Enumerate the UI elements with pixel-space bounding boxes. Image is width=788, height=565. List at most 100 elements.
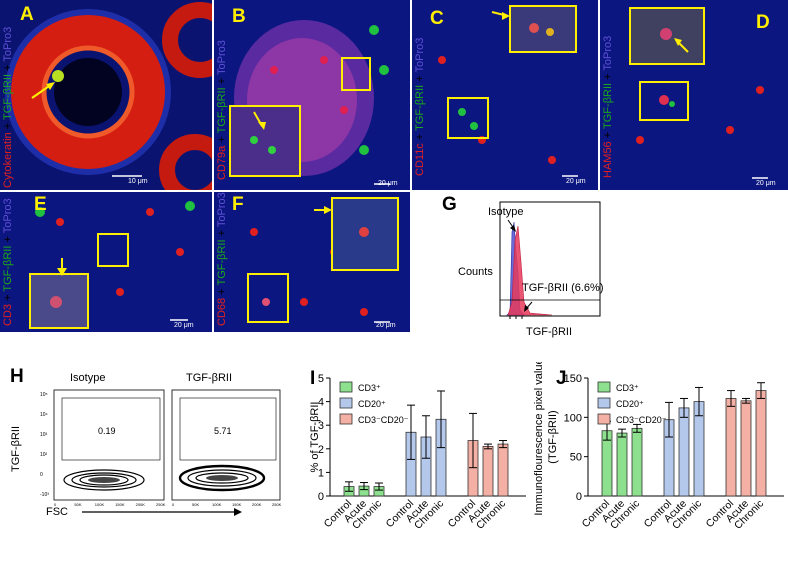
legend-label: CD3⁻CD20⁻ — [358, 415, 409, 425]
panel-h-ytick: 10² — [40, 452, 48, 458]
panel-f-scale: 20 μm — [376, 322, 396, 329]
legend-swatch — [339, 397, 353, 409]
panel-h-plot1-title: Isotype — [70, 372, 106, 384]
panel-d-image — [600, 0, 788, 190]
panel-a-scale: 10 μm — [128, 178, 148, 185]
y-tick-label: 5 — [318, 373, 324, 385]
legend-label: CD20⁺ — [616, 399, 644, 409]
y-axis-label: Immunoflourescence pixel value (TGF-βRII) — [533, 362, 559, 516]
panel-e-scale: 20 μm — [174, 322, 194, 329]
panel-h-ytick: 10⁵ — [40, 392, 48, 398]
panel-h-plot2-value: 5.71 — [214, 426, 232, 436]
panel-h-xtick: 50K — [192, 502, 200, 507]
y-tick-label: 150 — [564, 373, 582, 385]
panel-h-xtick: 0 — [172, 502, 175, 507]
panel-f-markers: CD68 + TGF-βRII + ToPro3 — [216, 192, 228, 326]
panel-c-letter: C — [430, 8, 444, 29]
panel-e-micrograph: 20 μm E CD3 + TGF-βRII + ToPro3 — [0, 192, 212, 332]
panel-c-image — [412, 0, 598, 190]
y-tick-label: 1 — [318, 467, 324, 479]
panel-c-micrograph: 20 μm C CD11c + TGF-βRII + ToPro3 — [412, 0, 598, 190]
panel-f-letter: F — [232, 194, 244, 215]
panel-e-letter: E — [34, 194, 47, 215]
legend-label: CD20⁺ — [358, 399, 386, 409]
y-tick-label: 2 — [318, 444, 324, 456]
panel-h-letter: H — [10, 366, 24, 387]
panel-a-micrograph: 10 μm A Cytokeratin + TGF-βRII + ToPro3 — [0, 0, 212, 190]
panel-a-letter: A — [20, 4, 34, 25]
legend-label: CD3⁺ — [616, 383, 639, 393]
panel-b-markers: CD79a + TGF-βRII + ToPro3 — [216, 40, 228, 180]
panel-g-ylabel: Counts — [458, 266, 493, 278]
panel-e-image — [0, 192, 212, 332]
panel-f-micrograph: 20 μm F CD68 + TGF-βRII + ToPro3 — [214, 192, 410, 332]
contour-tgf — [178, 464, 266, 492]
bar — [755, 390, 767, 497]
panel-f-image — [214, 192, 410, 332]
panel-a-image — [0, 0, 212, 190]
panel-h-ytick: 10⁴ — [40, 412, 48, 418]
chart-j: 0 50 100 150 Immunoflourescence pixel value(… — [533, 362, 784, 532]
panel-h-xtick: 250K — [272, 502, 282, 507]
panel-h-ytick: 10³ — [40, 432, 48, 438]
panel-j: J 0 50 100 150 Immunoflourescence pixel valu… — [530, 362, 788, 565]
panel-i-letter: I — [310, 368, 316, 389]
panel-d-letter: D — [756, 12, 770, 33]
y-tick-label: 100 — [564, 412, 582, 424]
panel-d-scale: 20 μm — [756, 180, 776, 187]
panel-g-isotype-label: Isotype — [488, 206, 524, 218]
y-tick-label: 0 — [576, 491, 582, 503]
legend-swatch — [597, 397, 611, 409]
panel-c-scale: 20 μm — [566, 178, 586, 185]
bar — [482, 446, 494, 497]
panel-g-gate-label: TGF-βRII (6.6%) — [522, 282, 604, 294]
legend-swatch — [597, 381, 611, 393]
y-tick-label: 0 — [318, 491, 324, 503]
panel-d-micrograph: 20 μm D HAM56 + TGF-βRII + ToPro3 — [600, 0, 788, 190]
bar — [678, 407, 690, 497]
y-tick-label: 50 — [570, 452, 582, 464]
bar — [497, 443, 509, 497]
panel-h-xtick: 100K — [94, 502, 105, 507]
panel-b-scale: 20 μm — [378, 180, 398, 187]
panel-h-xtick: 250K — [156, 502, 166, 507]
panel-b-letter: B — [232, 6, 246, 27]
panel-h-xtick: 50K — [74, 502, 82, 507]
panel-h-ytick: -10³ — [40, 492, 49, 498]
panel-c-markers: CD11c + TGF-βRII + ToPro3 — [414, 37, 426, 176]
panel-h-xtick: 200K — [252, 502, 262, 507]
panel-g-histogram — [499, 201, 601, 319]
panel-i: I 0 1 2 3 4 5% of TGF-βRII Control Acute Chronic… — [296, 362, 530, 565]
panel-h-xlabel: FSC — [46, 506, 68, 518]
legend-swatch — [597, 413, 611, 425]
panel-h-xtick: 0 — [54, 502, 57, 507]
bar — [616, 432, 628, 497]
panel-h-ytick: 0 — [40, 472, 43, 478]
legend-swatch — [339, 413, 353, 425]
panel-h-xtick: 100K — [212, 502, 222, 507]
panel-b-image — [214, 0, 410, 190]
contour-isotype — [63, 469, 145, 491]
bar — [740, 400, 752, 497]
y-axis-label: % of TGF-βRII — [309, 402, 321, 473]
panel-h-plots — [53, 389, 281, 516]
panel-g-letter: G — [442, 194, 457, 215]
bar — [631, 427, 643, 497]
panel-b-micrograph: 20 μm B CD79a + TGF-βRII + ToPro3 — [214, 0, 410, 190]
panel-a-markers: Cytokeratin + TGF-βRII + ToPro3 — [2, 26, 14, 188]
panel-d-markers: HAM56 + TGF-βRII + ToPro3 — [602, 35, 614, 178]
panel-g-xlabel: TGF-βRII — [526, 326, 573, 338]
y-tick-label: 3 — [318, 420, 324, 432]
panel-h-plot1-value: 0.19 — [98, 426, 116, 436]
panel-g: G Isotype TGF-βRII (6.6%) Counts TGF-βRI… — [412, 192, 612, 342]
panel-h-plot2-title: TGF-βRII — [186, 372, 233, 384]
panel-j-letter: J — [556, 368, 567, 389]
panel-h-xtick: 150K — [115, 502, 125, 507]
panel-h-xtick: 200K — [135, 502, 145, 507]
bar — [725, 398, 737, 497]
y-tick-label: 4 — [318, 397, 324, 409]
legend-swatch — [339, 381, 353, 393]
panel-e-markers: CD3 + TGF-βRII + ToPro3 — [2, 198, 14, 326]
tgf-curve — [507, 225, 553, 316]
